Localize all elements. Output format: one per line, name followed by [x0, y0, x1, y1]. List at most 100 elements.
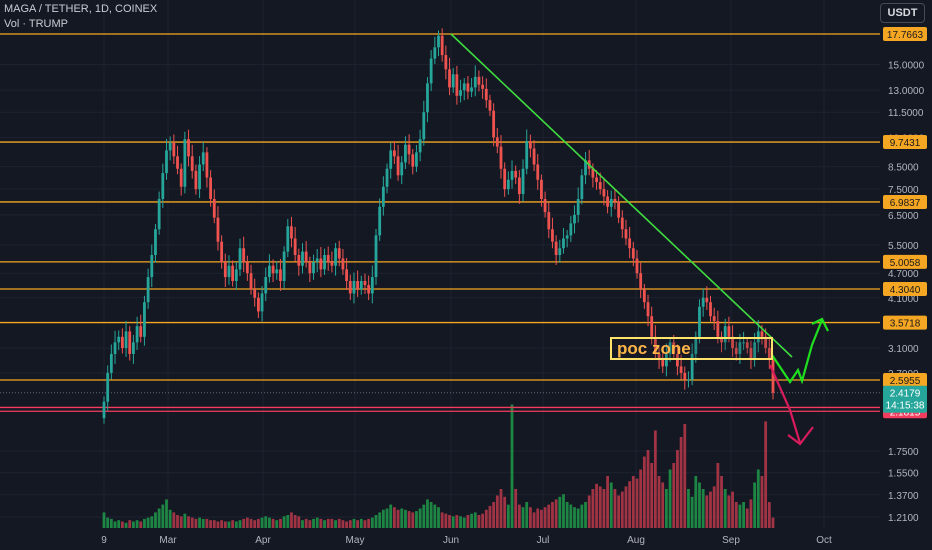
candle	[473, 76, 477, 88]
volume-bar	[455, 515, 459, 528]
volume-bar	[631, 476, 635, 528]
candle	[201, 152, 205, 165]
volume-bar	[341, 520, 345, 528]
volume-bar	[709, 491, 712, 528]
candle	[308, 262, 312, 274]
volume-bar	[510, 404, 514, 528]
volume-bar	[727, 495, 731, 528]
candle	[157, 198, 161, 230]
volume-bar	[466, 515, 470, 528]
candle	[323, 255, 326, 270]
y-tick-label: 11.5000	[888, 108, 924, 119]
candle	[260, 293, 264, 312]
volume-bar	[113, 521, 117, 528]
volume-bar	[400, 508, 404, 528]
volume-bar	[536, 508, 540, 528]
volume-bar	[694, 476, 698, 528]
volume-bar	[521, 507, 525, 528]
volume-bar	[337, 518, 341, 528]
candle	[205, 152, 209, 178]
candle	[179, 168, 183, 187]
candle	[132, 342, 135, 354]
level-label: 3.5718	[890, 319, 921, 330]
volume-bar	[672, 463, 676, 528]
volume-bar	[312, 518, 315, 528]
candle	[102, 401, 106, 419]
candle	[135, 326, 139, 343]
candle	[580, 175, 584, 199]
candle	[451, 74, 455, 88]
candle	[194, 170, 198, 190]
candle	[223, 262, 227, 278]
candle	[517, 177, 521, 194]
candle	[492, 110, 496, 138]
volume-bar	[415, 511, 418, 528]
volume-bar	[205, 518, 209, 528]
volume-bar	[562, 494, 565, 528]
volume-bar	[348, 520, 352, 528]
candle	[562, 238, 565, 249]
volume-bar	[698, 482, 701, 528]
volume-bar	[444, 513, 448, 528]
level-label: 5.0058	[890, 258, 921, 269]
candle	[433, 47, 437, 59]
volume-bar	[253, 520, 257, 528]
candle	[650, 316, 654, 337]
volume-bar	[554, 499, 558, 528]
y-tick-label: 13.0000	[888, 86, 925, 97]
candle	[238, 248, 242, 270]
volume-bar	[282, 516, 286, 528]
trend-line	[450, 33, 793, 358]
candle	[245, 262, 249, 274]
volume-bar	[301, 520, 304, 528]
candle	[488, 100, 492, 111]
volume-bar	[665, 489, 668, 528]
volume-bar	[723, 489, 727, 528]
volume-bar	[628, 481, 632, 528]
candle	[415, 152, 418, 167]
volume-bar	[238, 520, 242, 528]
volume-bar	[326, 518, 330, 528]
y-tick-label: 1.7500	[888, 447, 919, 458]
candle	[117, 336, 121, 343]
candle	[525, 141, 529, 169]
candle	[466, 83, 470, 92]
volume-bar	[304, 518, 308, 528]
candle	[510, 170, 514, 180]
candle	[227, 265, 231, 278]
volume-bar	[528, 507, 532, 528]
volume-bar	[543, 507, 547, 528]
chart-grid	[0, 0, 880, 528]
currency-button[interactable]: USDT	[880, 3, 925, 23]
x-tick-label: Oct	[816, 535, 832, 546]
volume-bar	[484, 509, 488, 528]
candle	[540, 179, 543, 199]
volume-bar	[517, 504, 521, 528]
candle	[356, 281, 360, 290]
volume-bar	[551, 502, 554, 528]
volume-bar	[587, 495, 591, 528]
candle	[536, 164, 540, 180]
volume-bar	[315, 517, 319, 528]
volume-bar	[470, 513, 473, 528]
volume-bar	[676, 450, 679, 528]
volume-bar	[499, 489, 503, 528]
candle	[352, 281, 356, 294]
candle	[297, 255, 301, 266]
volume-bar	[367, 518, 371, 528]
candle	[168, 142, 172, 151]
volume-bar	[576, 508, 580, 528]
level-label-bg	[883, 282, 927, 297]
candle	[183, 139, 187, 187]
candle	[742, 342, 745, 344]
candle	[668, 342, 672, 354]
candle	[334, 248, 337, 266]
candle	[234, 269, 238, 282]
volume-bar	[150, 516, 154, 528]
candle	[532, 148, 536, 165]
volume-bar	[477, 515, 481, 528]
candle	[429, 58, 433, 84]
volume-bar	[734, 502, 738, 528]
candle	[676, 353, 679, 367]
